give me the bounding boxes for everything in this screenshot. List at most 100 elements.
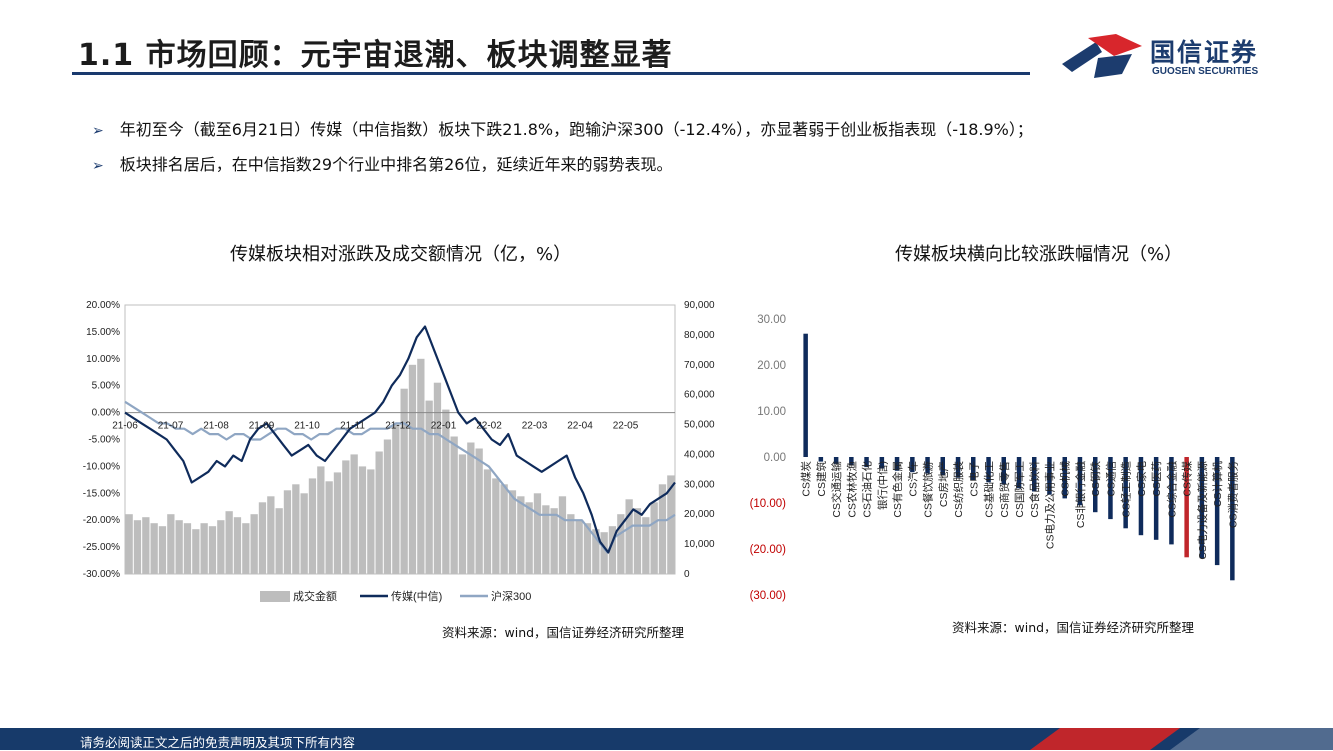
y-right-tick-label: 10,000 — [684, 539, 715, 550]
y-tick-label: 0.00 — [764, 452, 786, 464]
volume-bar — [458, 454, 467, 574]
sector-bar — [1214, 457, 1220, 566]
volume-bar — [258, 502, 267, 574]
category-label: CS石油石化 — [861, 461, 874, 518]
y-tick-label: 10.00 — [757, 406, 786, 418]
sector-bar — [1199, 457, 1205, 559]
volume-bar — [133, 520, 142, 574]
volume-bar — [333, 472, 342, 574]
category-label: CS医药 — [1151, 461, 1163, 497]
volume-bar — [575, 520, 583, 574]
legend-hs300-label: 沪深300 — [491, 589, 531, 603]
volume-bar — [275, 508, 283, 574]
volume-bar — [225, 511, 233, 574]
volume-bar — [625, 499, 633, 574]
category-label: CS纺织服装 — [952, 461, 965, 518]
y-tick-label: (10.00) — [750, 498, 787, 510]
y-left-tick-label: 20.00% — [86, 300, 120, 311]
volume-bar — [467, 442, 475, 574]
category-label: 银行(中信) — [876, 461, 889, 510]
volume-bar — [158, 526, 167, 574]
category-label: CS电力及公用事业 — [1044, 461, 1057, 549]
category-label: CS有色金属 — [891, 461, 904, 518]
category-label: CS商贸零售 — [998, 461, 1011, 518]
category-label: CS通信 — [1105, 461, 1117, 497]
y-left-tick-label: 10.00% — [86, 354, 120, 365]
y-left-tick-label: 0.00% — [92, 408, 120, 419]
y-left-tick-label: -15.00% — [83, 488, 120, 499]
y-right-tick-label: 0 — [684, 569, 690, 580]
sector-bar — [1169, 457, 1174, 545]
y-tick-label: 30.00 — [757, 314, 786, 326]
arrow-bullet-icon: ➢ — [92, 158, 104, 174]
volume-bar — [558, 496, 567, 574]
sector-bar — [894, 457, 900, 471]
volume-bar — [325, 481, 333, 574]
y-right-tick-label: 80,000 — [684, 330, 715, 341]
sector-bar — [940, 457, 945, 476]
y-right-tick-label: 30,000 — [684, 479, 715, 490]
sector-bar — [1047, 457, 1052, 495]
y-left-tick-label: -30.00% — [83, 569, 120, 580]
volume-bar — [592, 529, 600, 574]
volume-bar — [667, 475, 675, 574]
volume-bar — [150, 523, 158, 574]
volume-bar — [442, 409, 450, 574]
x-tick-label: 22-01 — [431, 421, 457, 432]
volume-bar — [508, 490, 517, 574]
category-label: CS机械 — [1059, 461, 1072, 497]
volume-bar — [183, 523, 192, 574]
category-label: CS轻工制造 — [1120, 461, 1133, 518]
x-tick-label: 21-10 — [294, 421, 320, 432]
category-label: CS建筑 — [815, 461, 828, 497]
y-tick-label: (20.00) — [750, 544, 787, 556]
media-relative-performance-chart: 20.00% 15.00% 10.00% 5.00% 0.00% -5.00% -10.00… — [83, 300, 715, 603]
sector-bar — [1153, 457, 1159, 540]
volume-bar — [400, 388, 408, 574]
sector-bar — [955, 457, 961, 478]
volume-bar — [417, 358, 425, 574]
volume-bar — [483, 469, 492, 574]
legend-volume-swatch — [260, 591, 290, 602]
y-left-tick-label: -25.00% — [83, 542, 120, 553]
sector-bar — [849, 457, 854, 466]
category-label: CS农林牧渔 — [845, 461, 858, 518]
volume-bar — [300, 493, 308, 574]
footer-bar — [0, 728, 1333, 750]
volume-bar — [175, 520, 183, 574]
category-label: CS传媒 — [1181, 461, 1194, 497]
sector-bar — [818, 457, 824, 462]
y-tick-label: 20.00 — [757, 360, 786, 372]
left-chart-source: 资料来源：wind，国信证券经济研究所整理 — [442, 625, 685, 640]
volume-bar — [383, 439, 392, 574]
x-tick-label: 21-07 — [158, 421, 184, 432]
y-right-tick-label: 70,000 — [684, 360, 715, 371]
volume-bar — [475, 448, 483, 574]
hs300-line — [124, 400, 676, 554]
x-tick-label: 22-05 — [613, 421, 639, 432]
volume-bar — [167, 514, 175, 574]
volume-bar — [242, 523, 250, 574]
plot-frame — [124, 304, 676, 575]
category-label: CS非银行金融 — [1074, 461, 1087, 529]
right-chart-title: 传媒板块横向比较涨跌幅情况（%） — [895, 244, 1183, 265]
category-label: CS煤炭 — [800, 461, 813, 497]
y-right-tick-label: 50,000 — [684, 420, 715, 431]
category-label: CS电子 — [967, 461, 980, 497]
logo-chinese-name: 国信证券 — [1150, 38, 1259, 67]
volume-bar — [233, 517, 242, 574]
volume-bar — [200, 523, 208, 574]
volume-bar — [292, 484, 300, 574]
category-label: CS消费者服务 — [1226, 461, 1239, 529]
x-tick-label: 21-08 — [203, 421, 229, 432]
sector-bar — [910, 457, 915, 473]
sector-bar — [879, 457, 885, 469]
volume-bar — [342, 460, 350, 574]
bullet-text: 板块排名居后，在中信指数29个行业中排名第26位，延续近年来的弱势表现。 — [119, 155, 673, 174]
sector-bar — [1062, 457, 1067, 499]
volume-bar — [283, 490, 292, 574]
category-label: CS国防军工 — [1013, 461, 1026, 518]
arrow-bullet-icon: ➢ — [92, 123, 104, 139]
sector-bar — [925, 457, 930, 474]
sector-bar — [1138, 457, 1144, 536]
